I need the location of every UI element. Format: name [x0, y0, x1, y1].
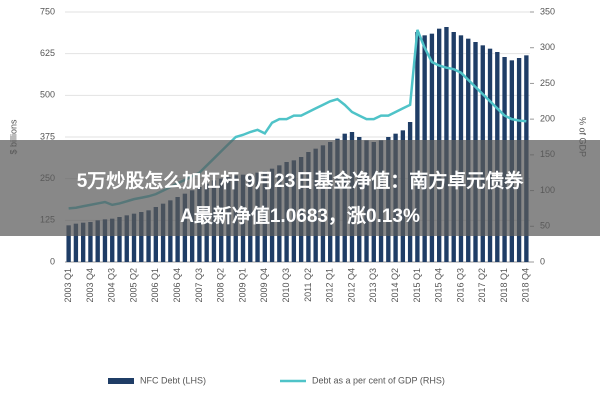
banner-text: A最新净值1.0683，涨0.13%: [180, 204, 420, 227]
bar: [110, 218, 115, 262]
x-tick-label: 2008 Q2: [216, 268, 226, 303]
x-tick-label: 2012 Q4: [346, 268, 356, 303]
bar: [73, 223, 79, 262]
banner: [0, 140, 600, 236]
y2-tick-label: 300: [540, 42, 555, 52]
x-tick-label: 2011 Q2: [303, 268, 313, 302]
x-tick-label: 2009 Q4: [259, 268, 269, 303]
legend-swatch: [108, 378, 134, 384]
y-tick-label: 750: [40, 6, 55, 16]
y-tick-label: 625: [40, 48, 55, 58]
x-tick-label: 2015 Q4: [434, 268, 444, 303]
bar: [102, 219, 108, 262]
x-tick-label: 2014 Q2: [390, 268, 400, 303]
banner-text: 5万炒股怎么加杠杆 9月23日基金净值：南方卓元债券: [77, 169, 525, 192]
bar: [124, 215, 129, 262]
x-tick-label: 2009 Q1: [237, 268, 247, 303]
y2-tick-label: 250: [540, 78, 555, 88]
y2-tick-label: 200: [540, 114, 555, 124]
bar: [139, 212, 144, 262]
x-tick-label: 2013 Q3: [368, 268, 378, 303]
bar: [131, 213, 137, 262]
y2-tick-label: 0: [540, 256, 545, 266]
x-tick-label: 2005 Q2: [128, 268, 138, 303]
x-tick-label: 2018 Q1: [499, 268, 509, 303]
bar: [80, 222, 86, 262]
legend-label: NFC Debt (LHS): [140, 375, 206, 385]
x-tick-label: 2004 Q3: [107, 268, 117, 303]
y2-axis-title: % of GDP: [578, 117, 588, 157]
y-tick-label: 500: [40, 90, 55, 100]
bar: [66, 225, 71, 262]
x-tick-label: 2017 Q2: [477, 268, 487, 303]
y2-tick-label: 350: [540, 6, 555, 16]
x-tick-label: 2018 Q4: [521, 268, 531, 303]
bar: [146, 210, 151, 262]
x-tick-label: 2015 Q1: [412, 268, 422, 303]
y-axis-title: $ billions: [8, 119, 18, 155]
bar: [95, 220, 100, 262]
x-tick-label: 2010 Q3: [281, 268, 291, 303]
bar: [88, 222, 93, 262]
y-tick-label: 0: [50, 256, 55, 266]
x-tick-label: 2006 Q4: [172, 268, 182, 303]
x-tick-label: 2007 Q3: [194, 268, 204, 303]
y-tick-label: 375: [40, 131, 55, 141]
x-tick-label: 2003 Q1: [63, 268, 73, 303]
x-tick-label: 2003 Q4: [85, 268, 95, 303]
x-tick-label: 2016 Q3: [455, 268, 465, 303]
x-tick-label: 2006 Q1: [150, 268, 160, 303]
legend-label: Debt as a per cent of GDP (RHS): [312, 375, 445, 385]
x-tick-label: 2012 Q1: [325, 268, 335, 303]
bar: [117, 217, 122, 262]
